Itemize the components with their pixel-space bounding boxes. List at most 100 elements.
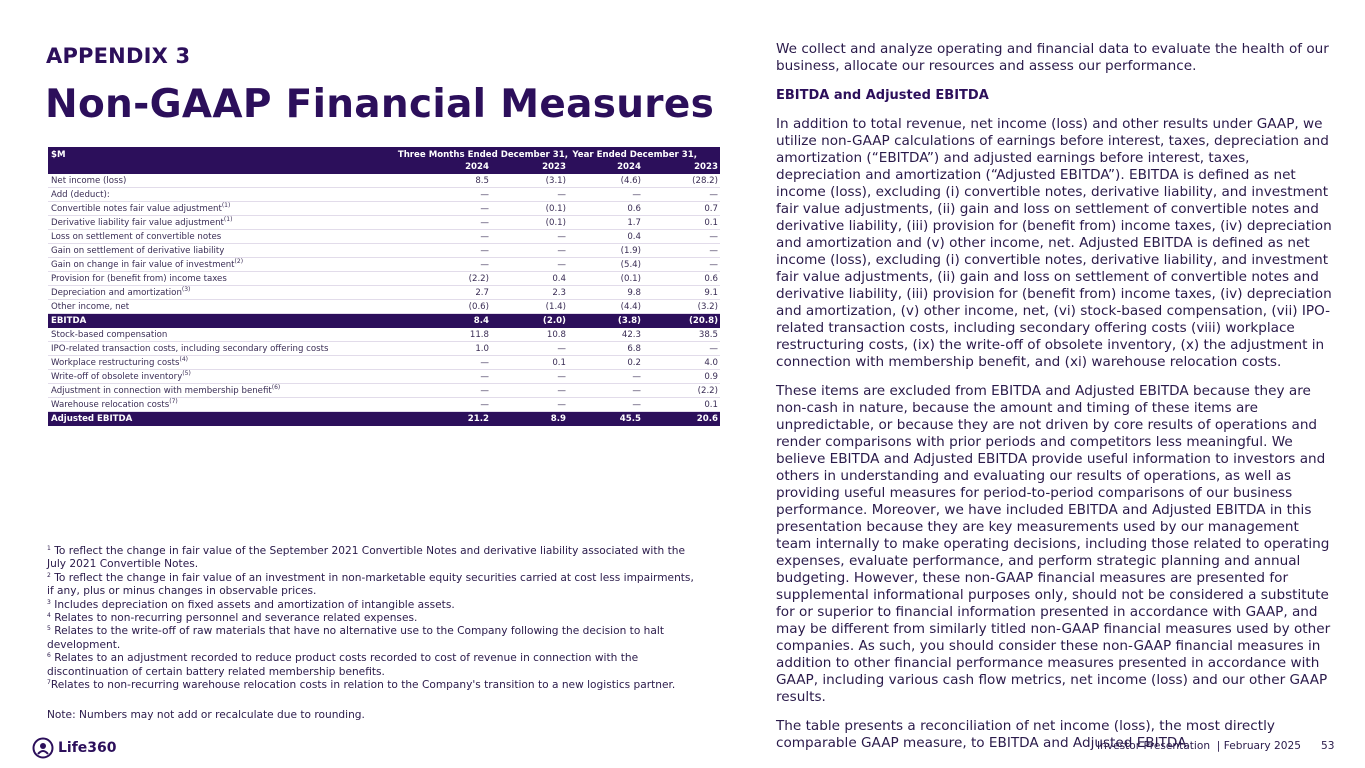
cell: (0.1) <box>620 274 641 284</box>
footnote-ref: (1) <box>223 216 233 223</box>
logo-icon <box>32 737 54 759</box>
reconciliation-table: $M Three Months Ended December 31, Year … <box>48 147 720 426</box>
row-label: Derivative liability fair value adjustme… <box>51 216 233 229</box>
footnote: 3 Includes depreciation on fixed assets … <box>47 599 697 612</box>
row-label: EBITDA <box>51 316 86 326</box>
row-label-text: Gain on settlement of derivative liabili… <box>51 246 225 256</box>
cell: 2.7 <box>475 288 489 298</box>
table-row: Loss on settlement of convertible notes —… <box>48 230 720 244</box>
unit: $M <box>51 150 66 160</box>
cell: 21.2 <box>467 414 489 424</box>
group-header: Year Ended December 31, <box>572 150 697 160</box>
footnote-ref: (7) <box>169 398 178 405</box>
footnote-ref: (3) <box>181 286 191 293</box>
cell: (28.2) <box>692 176 718 186</box>
cell: — <box>709 344 718 354</box>
footnote: 7Relates to non-recurring warehouse relo… <box>47 679 697 692</box>
intro: We collect and analyze operating and fin… <box>776 41 1329 74</box>
footnote-mark: 2 <box>47 571 51 579</box>
cell: (3.2) <box>697 302 718 312</box>
cell: (3.1) <box>545 176 566 186</box>
cell: 10.8 <box>546 330 566 340</box>
cell: (20.8) <box>688 316 718 326</box>
footnote-text: Relates to an adjustment recorded to red… <box>47 652 639 678</box>
row-label-text: Warehouse relocation costs <box>51 400 170 410</box>
row-label: Loss on settlement of convertible notes <box>51 232 221 242</box>
cell: — <box>709 246 718 256</box>
cell: 4.0 <box>704 358 718 368</box>
cell: 0.9 <box>704 372 718 382</box>
row-label: Net income (loss) <box>51 176 126 186</box>
row-label-text: Loss on settlement of convertible notes <box>51 232 222 242</box>
cell: 42.3 <box>621 330 641 340</box>
cell: — <box>632 400 641 410</box>
cell: — <box>480 218 489 228</box>
cell: 0.6 <box>704 274 718 284</box>
cell: — <box>709 190 718 200</box>
cell: (2.2) <box>468 274 489 284</box>
cell: 6.8 <box>627 344 641 354</box>
cell: — <box>709 232 718 242</box>
logo-text: Life360 <box>58 740 117 756</box>
footnote-text: Includes depreciation on fixed assets an… <box>50 598 455 611</box>
cell: (2.0) <box>542 316 566 326</box>
row-label-text: Write-off of obsolete inventory <box>51 372 183 382</box>
table-header: $M Three Months Ended December 31, Year … <box>48 147 720 174</box>
cell: (1.4) <box>545 302 566 312</box>
cell: 8.5 <box>475 176 489 186</box>
row-label: Stock-based compensation <box>51 330 167 340</box>
cell: (3.8) <box>617 316 641 326</box>
year: 2024 <box>617 162 641 172</box>
footnote-ref: (4) <box>179 356 188 363</box>
row-label-text: Adjustment in connection with membership… <box>51 386 272 396</box>
cell: 1.7 <box>627 218 641 228</box>
eyebrow: APPENDIX 3 <box>46 44 191 68</box>
year: 2024 <box>465 162 489 172</box>
cell: (4.6) <box>620 176 641 186</box>
row-label: Gain on change in fair value of investme… <box>51 258 244 271</box>
row-label: Workplace restructuring costs(4) <box>51 356 188 369</box>
table-row: EBITDA 8.4 (2.0) (3.8) (20.8) <box>48 314 720 328</box>
row-label: Adjustment in connection with membership… <box>51 385 280 397</box>
cell: — <box>480 204 489 214</box>
section-heading: EBITDA and Adjusted EBITDA <box>776 88 989 103</box>
footnote-text: Relates to non-recurring warehouse reloc… <box>50 679 676 692</box>
footnote-ref: (2) <box>234 258 244 265</box>
table-row: Net income (loss) 8.5 (3.1) (4.6) (28.2) <box>48 174 720 188</box>
table-row: Warehouse relocation costs(7) — — — 0.1 <box>48 398 720 412</box>
table-row: Derivative liability fair value adjustme… <box>48 216 720 230</box>
row-label-text: Net income (loss) <box>51 176 127 186</box>
cell: 8.4 <box>473 316 489 326</box>
cell: — <box>557 190 566 200</box>
cell: 0.7 <box>704 204 718 214</box>
footnote-text: Relates to non-recurring personnel and s… <box>50 612 418 625</box>
table-row: Gain on settlement of derivative liabili… <box>48 244 720 258</box>
table-row: Stock-based compensation 11.8 10.8 42.3 38.5 <box>48 328 720 342</box>
row-label-text: Derivative liability fair value adjustme… <box>51 218 224 228</box>
slide-title: Non-GAAP Financial Measures <box>45 82 715 127</box>
cell: 0.1 <box>704 218 718 228</box>
row-label-text: Workplace restructuring costs <box>51 358 180 368</box>
table-row: Other income, net (0.6) (1.4) (4.4) (3.2) <box>48 300 720 314</box>
cell: — <box>557 372 566 382</box>
row-label: Convertible notes fair value adjustment(… <box>51 203 230 215</box>
cell: 45.5 <box>619 414 641 424</box>
rounding-note: Note: Numbers may not add or recalculate… <box>47 709 365 721</box>
cell: — <box>632 190 641 200</box>
footer-text: Investor Presentation | February 2025 <box>1097 740 1301 752</box>
row-label-text: Gain on change in fair value of investme… <box>51 260 235 270</box>
row-label-text: IPO-related transaction costs, including… <box>51 344 329 354</box>
footnote: 6 Relates to an adjustment recorded to r… <box>47 652 697 679</box>
cell: — <box>480 400 489 410</box>
cell: 0.1 <box>552 358 566 368</box>
footnote: 5 Relates to the write-off of raw materi… <box>47 625 697 652</box>
row-label: Add (deduct): <box>51 190 110 200</box>
cell: 38.5 <box>698 330 718 340</box>
cell: (0.1) <box>545 218 566 228</box>
row-label-text: Provision for (benefit from) income taxe… <box>51 274 227 284</box>
row-label-text: Convertible notes fair value adjustment <box>51 204 222 214</box>
cell: (5.4) <box>620 260 641 270</box>
cell: — <box>557 246 566 256</box>
footnote-mark: 7 <box>47 679 51 687</box>
